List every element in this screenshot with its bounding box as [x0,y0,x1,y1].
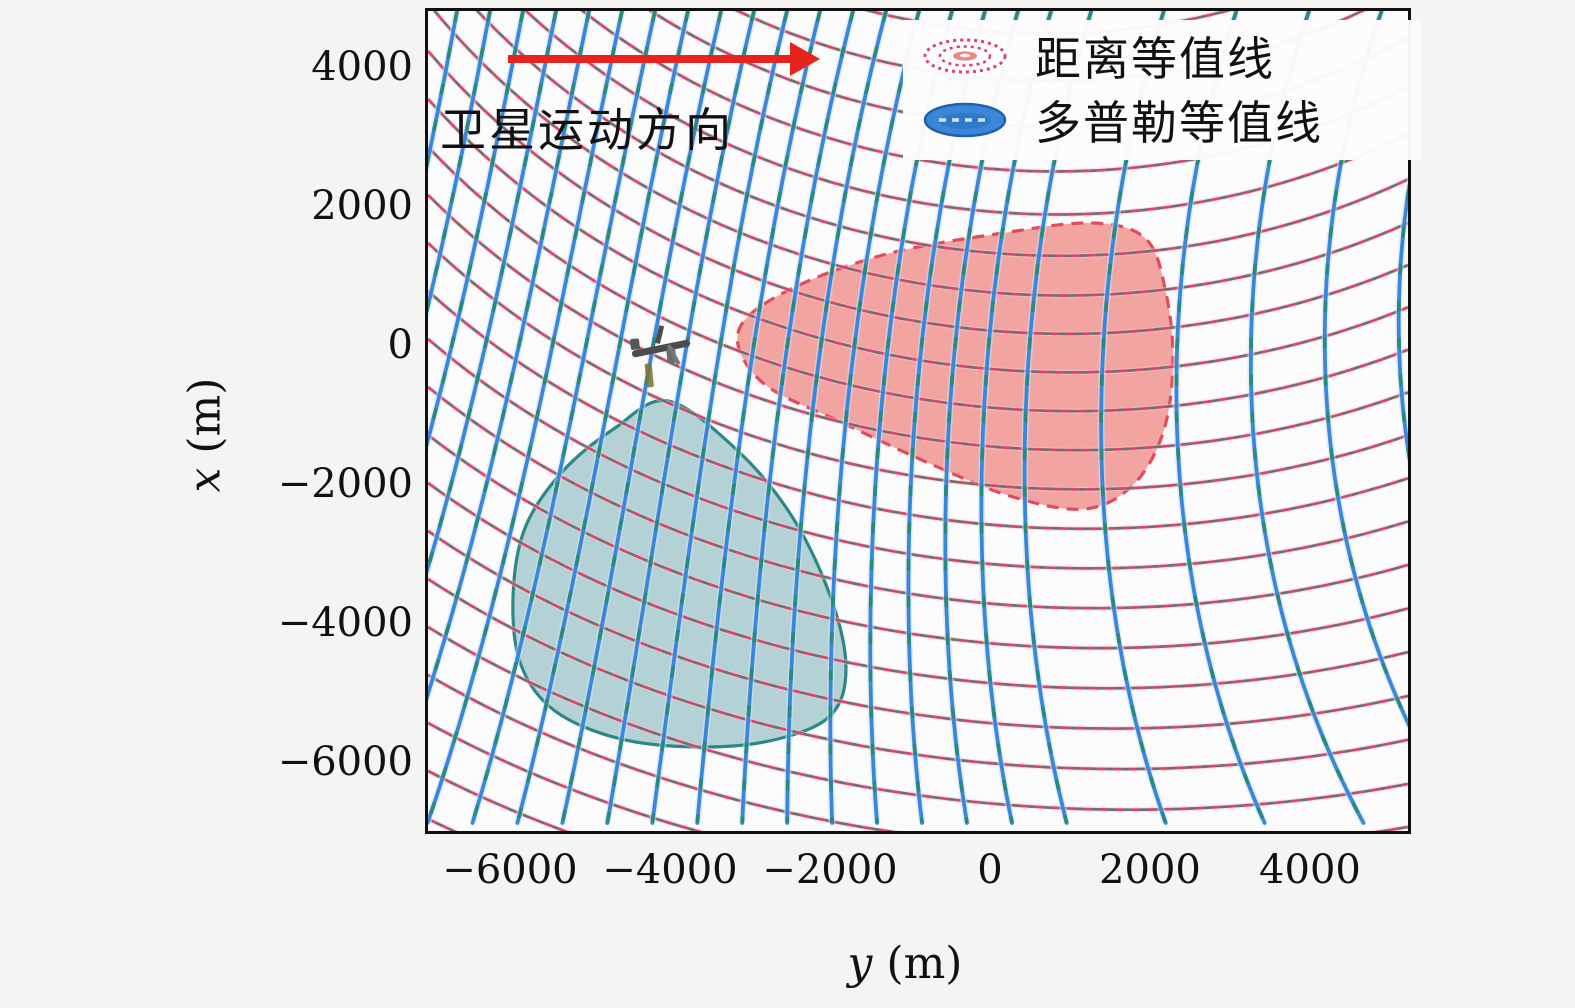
legend: 距离等值线 多普勒等值线 [903,20,1421,160]
satellite-icon [630,325,691,388]
arrow-head-icon [790,42,820,76]
x-axis-label: y (m) [847,938,963,989]
x-tick-label: −4000 [602,847,738,893]
y-tick-label: 0 [387,322,413,369]
legend-label-doppler: 多普勒等值线 [1035,96,1323,150]
y-tick-label: 4000 [311,44,413,91]
legend-item-doppler: 多普勒等值线 [917,88,1417,152]
y-tick-label: −4000 [277,600,413,646]
satellite-motion-annotation: 卫星运动方向 [440,103,734,157]
range-contour-icon [923,38,1007,74]
y-tick-label: −2000 [277,461,413,508]
doppler-contour-icon [923,102,1007,138]
x-tick-label: −6000 [442,847,578,893]
y-tick-label: 2000 [311,183,413,230]
x-tick-label: −2000 [762,847,898,893]
legend-item-range: 距离等值线 [917,24,1417,88]
legend-label-range: 距离等值线 [1035,32,1275,86]
y-tick-label: −6000 [277,738,413,785]
x-tick-label: 4000 [1259,847,1361,893]
x-tick-label: 2000 [1099,847,1201,893]
x-tick-label: 0 [977,847,1003,893]
